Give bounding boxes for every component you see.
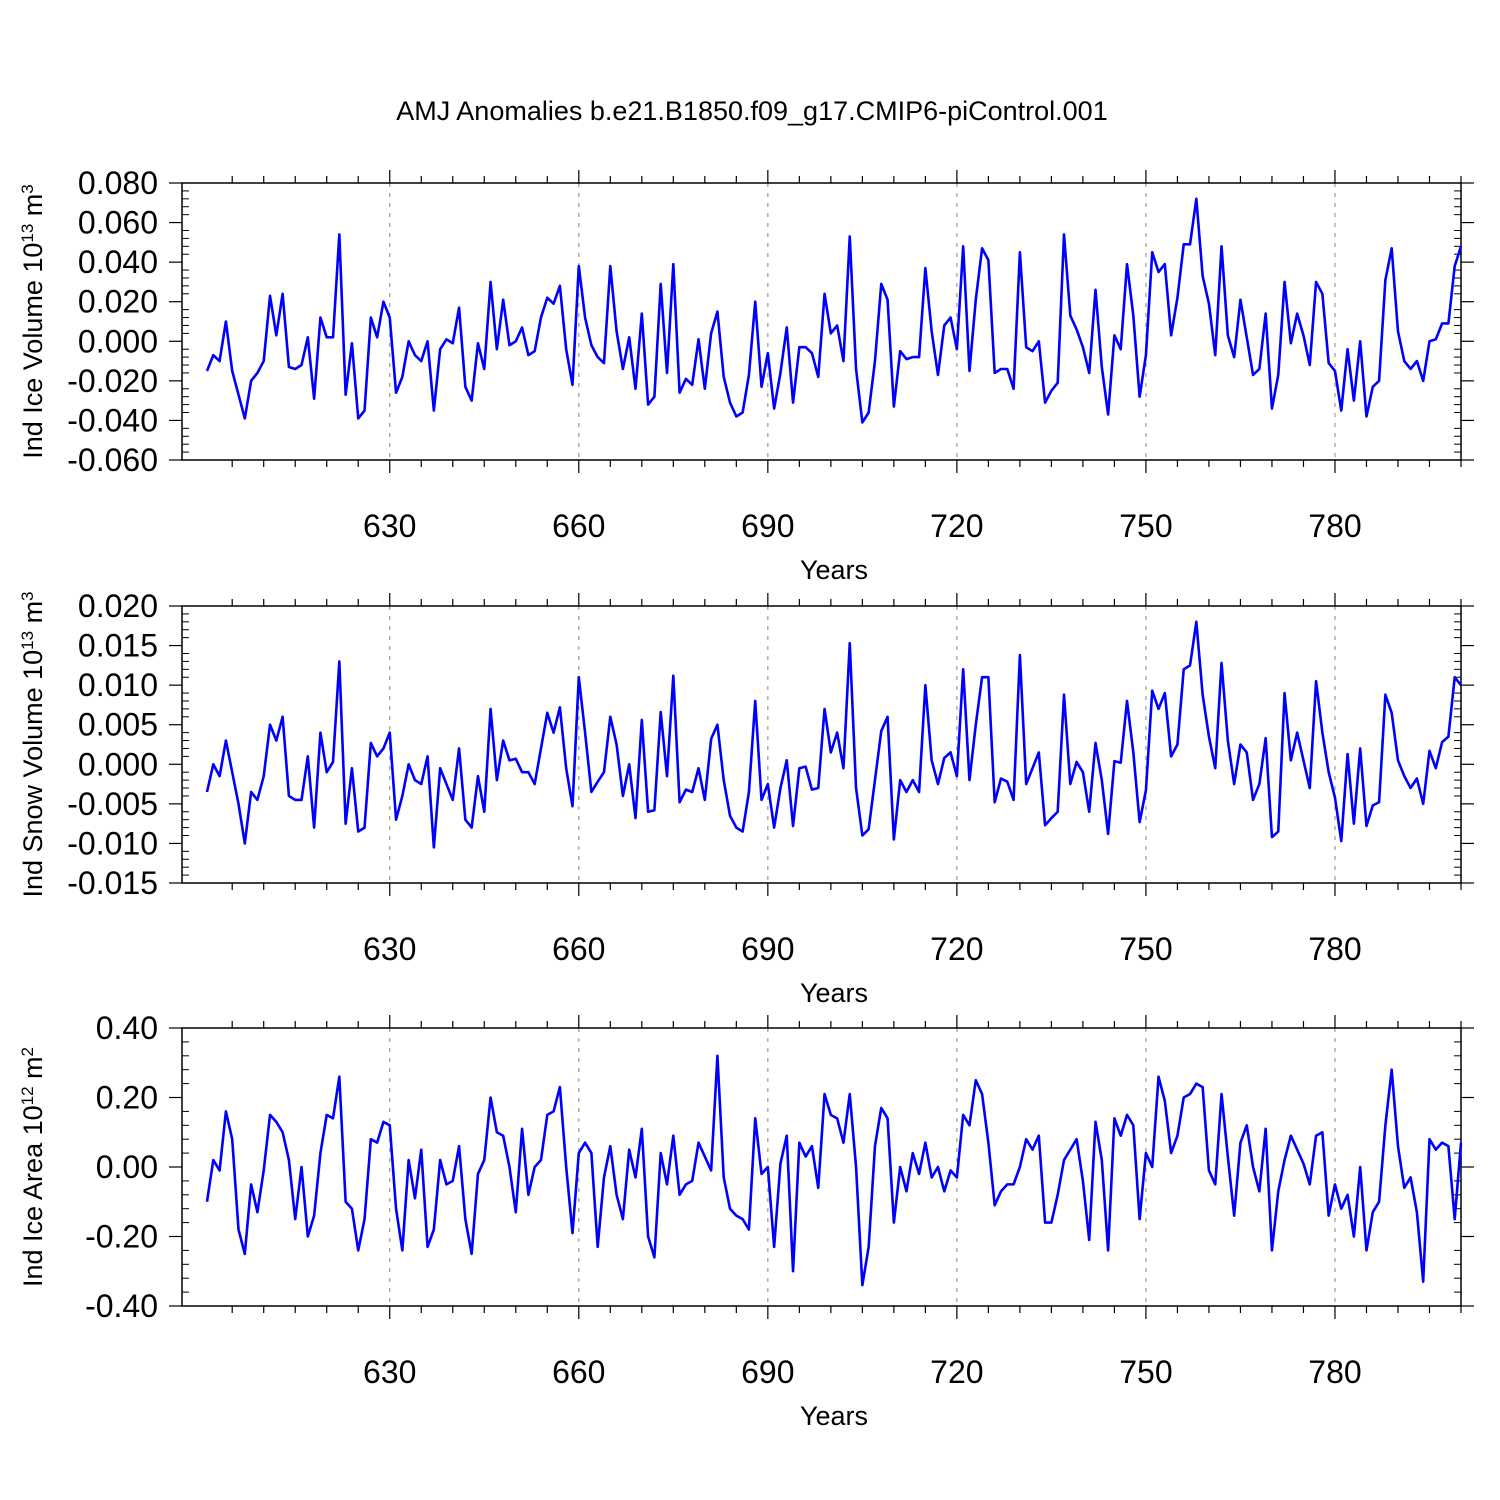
figure-title: AMJ Anomalies b.e21.B1850.f09_g17.CMIP6-… (396, 96, 1107, 126)
panel1-ytick-label-6: 0.060 (78, 205, 158, 241)
panel2-ytick-label-6: 0.015 (78, 628, 158, 664)
panel2-series-line (205, 620, 1463, 849)
panel3-plot-frame (181, 1027, 1462, 1307)
panel2-y-axis-label: Ind Snow Volume 1013 m3 (18, 591, 49, 897)
panel3-x-axis-label: Years (800, 1401, 868, 1431)
panel2-xtick-label-780: 780 (1308, 931, 1361, 967)
panel2-xtick-label-690: 690 (741, 931, 794, 967)
panel1-series-line (205, 197, 1463, 424)
panel1-plot-frame (181, 182, 1462, 461)
panel1-ytick-label-0: -0.060 (67, 442, 158, 478)
panel1-xtick-label-720: 720 (930, 508, 983, 544)
panel3-ytick-label-4: 0.40 (96, 1010, 158, 1046)
panel3-xtick-label-720: 720 (930, 1354, 983, 1390)
panel1-y-axis-label: Ind Ice Volume 1013 m3 (18, 184, 49, 459)
panel1-xtick-label-660: 660 (552, 508, 605, 544)
panel1-ytick-label-3: 0.000 (78, 323, 158, 359)
panel1-xtick-label-630: 630 (363, 508, 416, 544)
panel3-xtick-label-780: 780 (1308, 1354, 1361, 1390)
panel1-xtick-label-690: 690 (741, 508, 794, 544)
panel2-ytick-label-7: 0.020 (78, 588, 158, 624)
panel2-ytick-label-4: 0.005 (78, 707, 158, 743)
panel1-ytick-label-5: 0.040 (78, 244, 158, 280)
panel3-ytick-label-0: -0.40 (85, 1288, 158, 1324)
panel3-xtick-label-660: 660 (552, 1354, 605, 1390)
panel1-ytick-label-4: 0.020 (78, 284, 158, 320)
panel2-ytick-label-3: 0.000 (78, 746, 158, 782)
panel1-ytick-label-2: -0.020 (67, 363, 158, 399)
panel2-plot-frame (181, 605, 1462, 884)
panel3-xtick-label-630: 630 (363, 1354, 416, 1390)
panel3-ytick-label-3: 0.20 (96, 1080, 158, 1116)
panel2-ytick-label-2: -0.005 (67, 786, 158, 822)
panel1-x-axis-label: Years (800, 555, 868, 585)
panel3-ytick-label-2: 0.00 (96, 1149, 158, 1185)
panel2-xtick-label-660: 660 (552, 931, 605, 967)
panel3-xtick-label-750: 750 (1119, 1354, 1172, 1390)
panel3-y-axis-label: Ind Ice Area 1012 m2 (18, 1047, 49, 1287)
panel2-xtick-label-630: 630 (363, 931, 416, 967)
panel2-xtick-label-750: 750 (1119, 931, 1172, 967)
panel1-ytick-label-1: -0.040 (67, 402, 158, 438)
panel2-ytick-label-1: -0.010 (67, 825, 158, 861)
panels-group: -0.060-0.040-0.0200.0000.0200.0400.0600.… (18, 165, 1474, 1431)
panel2-ytick-label-5: 0.010 (78, 667, 158, 703)
panel2-xtick-label-720: 720 (930, 931, 983, 967)
panel3-ytick-label-1: -0.20 (85, 1219, 158, 1255)
panel3-xtick-label-690: 690 (741, 1354, 794, 1390)
panel3-series-line (205, 1054, 1463, 1287)
panel2-x-axis-label: Years (800, 978, 868, 1008)
chart-panel-3: -0.40 -0.20 0.00 0.20 0.40 630 660 690 720 750 780… (18, 1010, 1474, 1431)
panel1-xtick-label-780: 780 (1308, 508, 1361, 544)
panel1-ytick-label-7: 0.080 (78, 165, 158, 201)
panel2-ytick-label-0: -0.015 (67, 865, 158, 901)
panel1-xtick-label-750: 750 (1119, 508, 1172, 544)
